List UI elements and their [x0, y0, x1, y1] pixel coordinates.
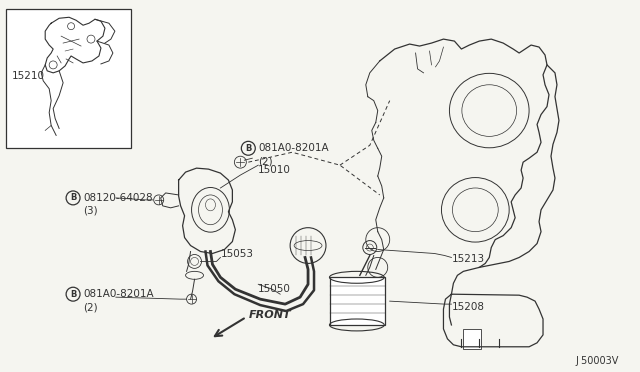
Text: 15210: 15210 [12, 71, 44, 81]
Text: 15213: 15213 [451, 254, 484, 264]
Text: B: B [70, 290, 76, 299]
Bar [6, 9, 131, 148]
Text: 15053: 15053 [220, 250, 253, 260]
Text: (3): (3) [83, 206, 98, 216]
Text: B: B [245, 144, 252, 153]
Text: 081A0-8201A: 081A0-8201A [83, 289, 154, 299]
Text: 15050: 15050 [259, 284, 291, 294]
Text: 15010: 15010 [259, 165, 291, 175]
Text: FRONT: FRONT [248, 310, 291, 320]
Text: B: B [70, 193, 76, 202]
Text: 08120-64028: 08120-64028 [83, 193, 153, 203]
Text: (2): (2) [83, 302, 98, 312]
Text: (2): (2) [259, 156, 273, 166]
Text: J 50003V: J 50003V [575, 356, 619, 366]
Bar [463, 329, 481, 349]
Text: 081A0-8201A: 081A0-8201A [259, 143, 329, 153]
Bar [330, 277, 385, 325]
Text: 15208: 15208 [451, 302, 484, 312]
